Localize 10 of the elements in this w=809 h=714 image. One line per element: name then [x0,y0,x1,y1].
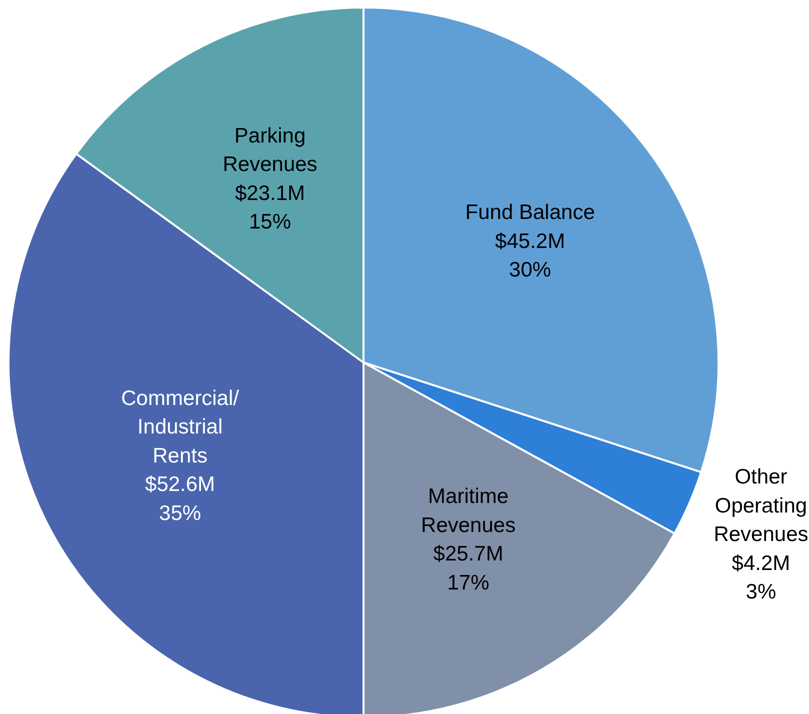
slice-label: Parking Revenues [222,124,318,176]
slice-label: Commercial/ Industrial Rents [121,386,240,468]
slice-label: Maritime Revenues [421,485,516,537]
data-label: $52.6M 35% [145,473,216,525]
data-label: $25.7M 17% [433,542,504,594]
slice-label: Other Operating Revenues [714,466,808,546]
data-label: $4.2M 3% [732,552,790,604]
data-label: $45.2M 30% [495,230,566,282]
data-label: $23.1M 15% [235,182,306,234]
slice-label: Fund Balance [465,201,595,224]
